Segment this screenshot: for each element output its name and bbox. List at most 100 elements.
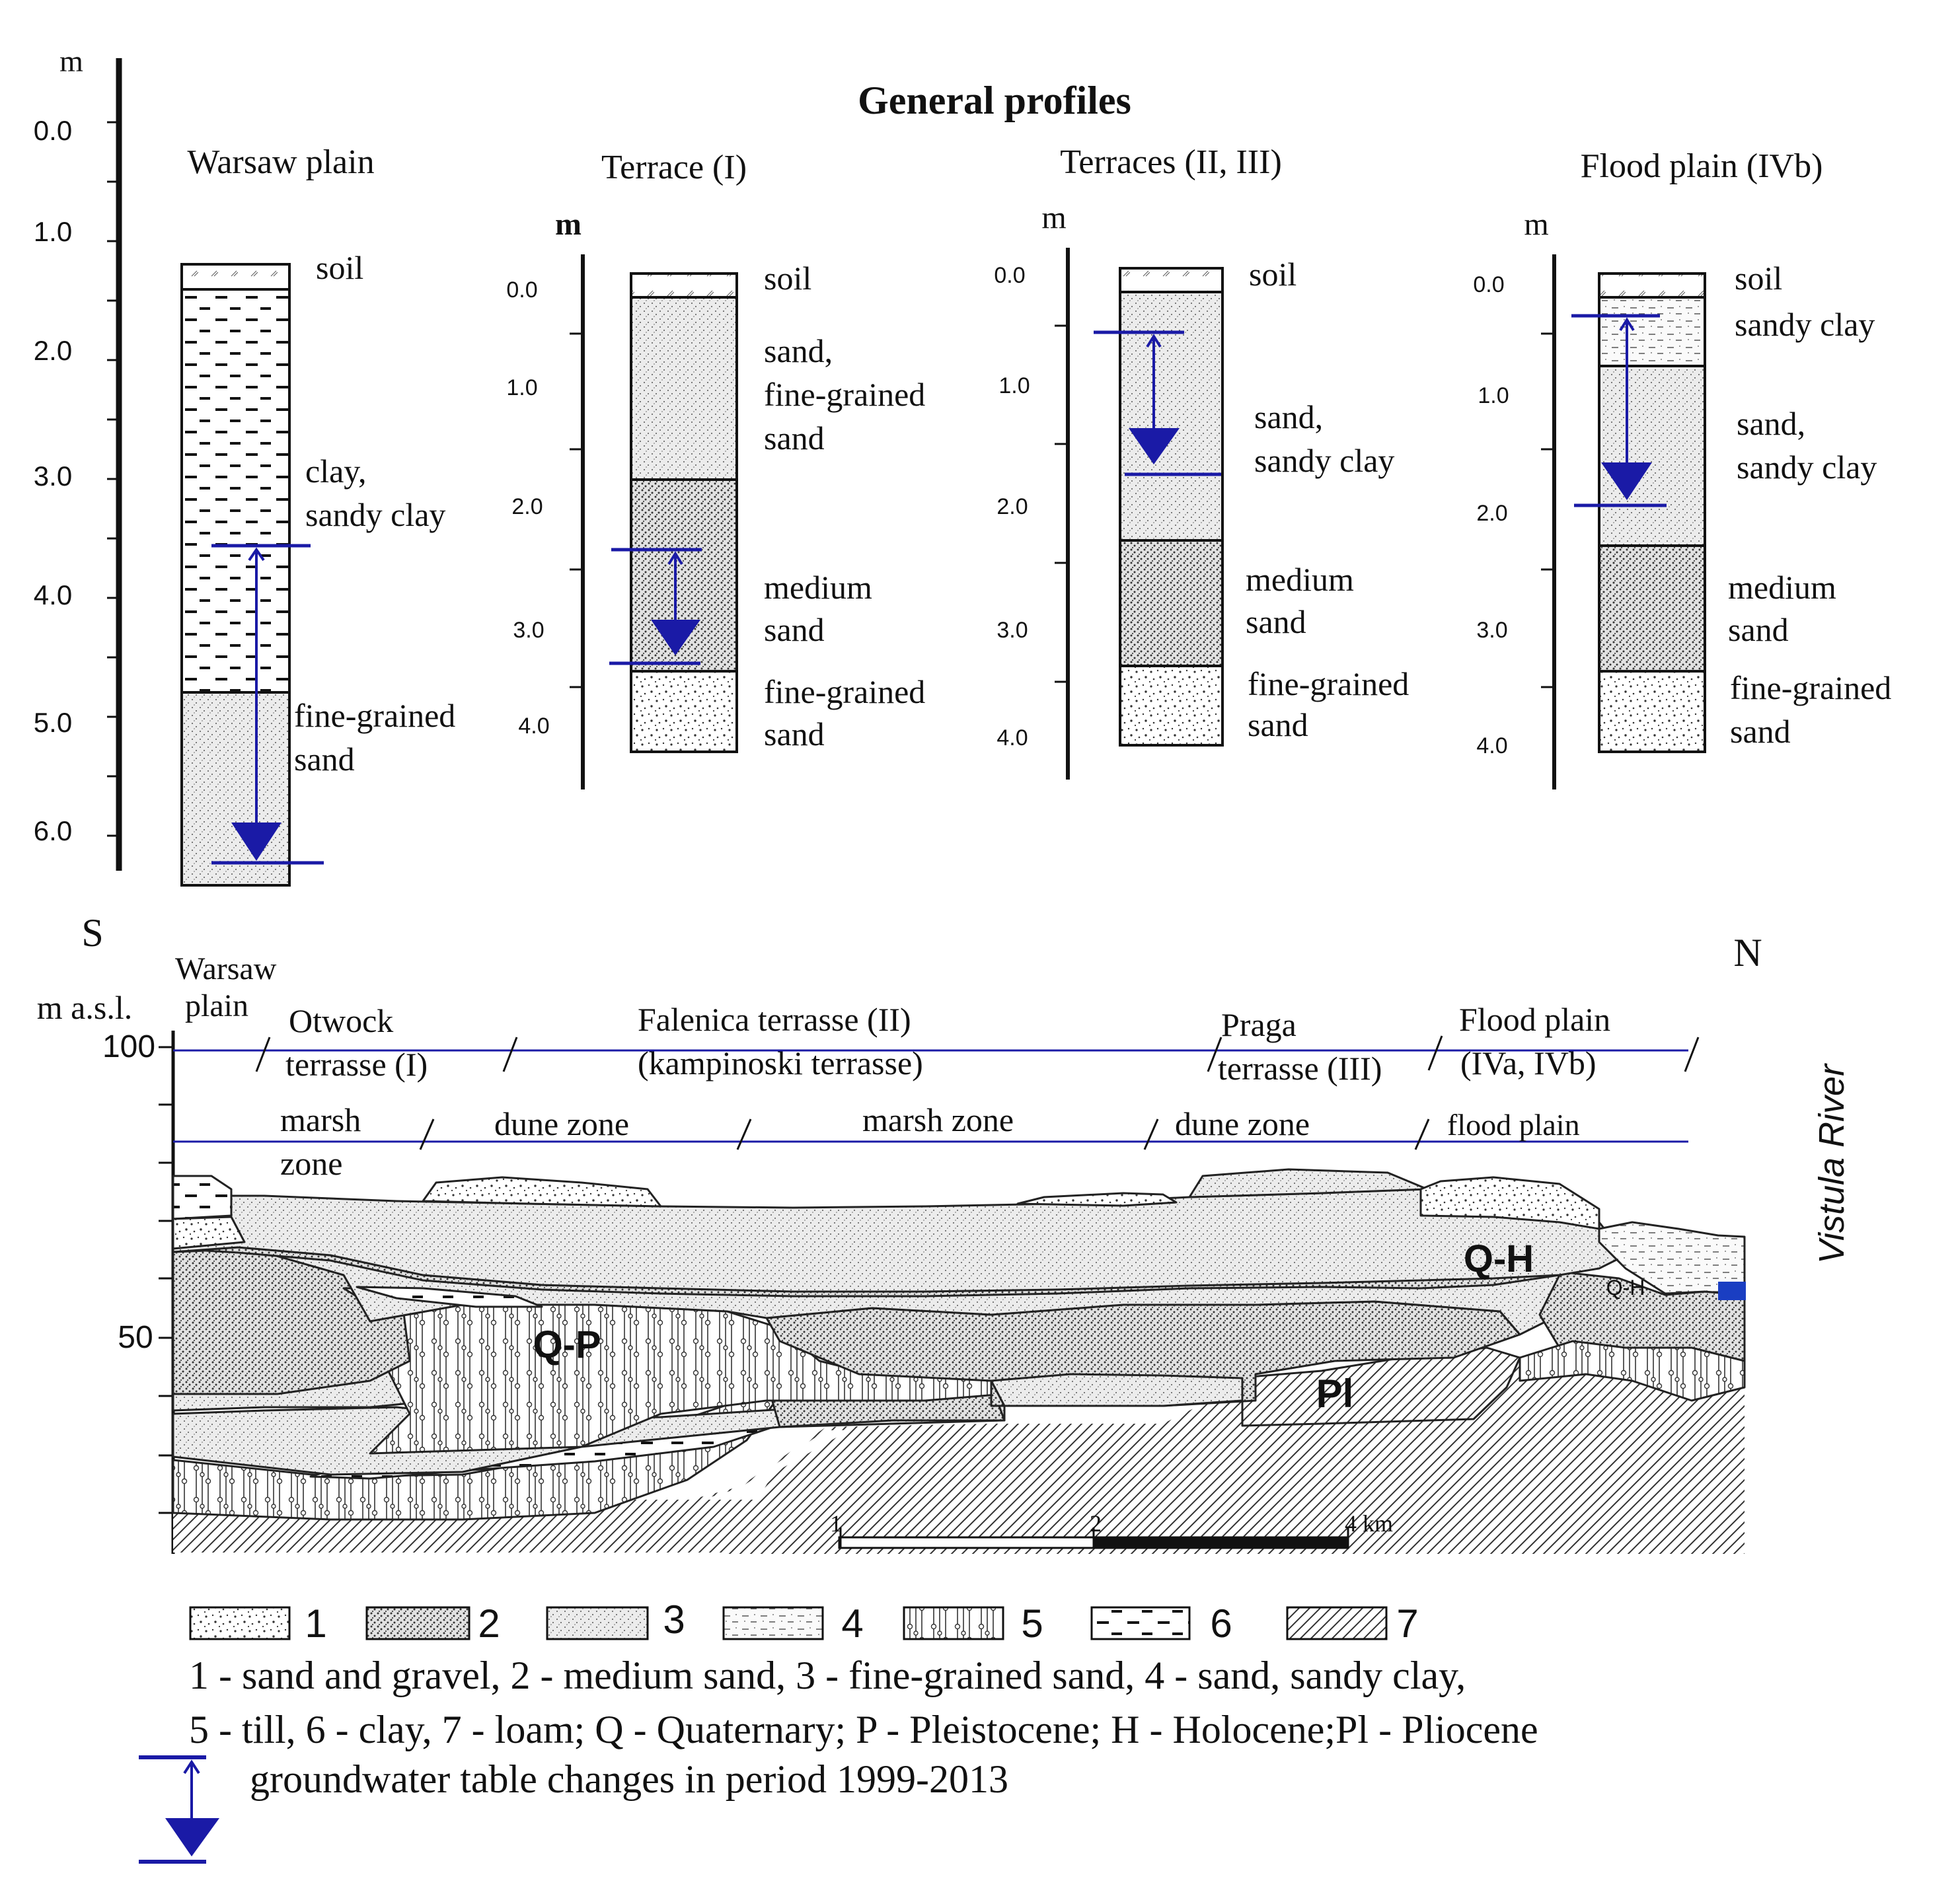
general-profiles-title: General profiles (858, 79, 1131, 122)
layer-label: soil (764, 260, 811, 297)
tick-label: 0.0 (506, 277, 537, 303)
tick-label: 4.0 (1476, 733, 1507, 758)
cross-section: S N m a.s.l. 100 50 War (37, 911, 1852, 1554)
layer-medium-sand (1119, 539, 1224, 667)
tick-label: 1.0 (998, 373, 1030, 398)
unit-label: Falenica terrasse (II) (638, 1001, 911, 1038)
profile-title: Warsaw plain (187, 143, 374, 181)
profile-title: Terrace (I) (601, 149, 747, 186)
layer-label: sandy clay (1254, 442, 1394, 479)
tick-label: 50 (118, 1320, 153, 1355)
tick-label: 0.0 (1473, 272, 1504, 297)
tick-label: 3.0 (513, 618, 544, 643)
unit-label: (kampinoski terrasse) (638, 1044, 923, 1081)
layer-label: soil (1735, 260, 1782, 297)
south-label: S (81, 911, 103, 955)
layer-fine-sand (630, 296, 738, 481)
legend-line: groundwater table changes in period 1999… (250, 1757, 1008, 1801)
river-label: Vistula River (1812, 1063, 1852, 1264)
formation-label: Q-P (533, 1323, 601, 1366)
legend-swatch (189, 1606, 291, 1640)
tick-label: 5.0 (34, 707, 72, 738)
layer-label: fine-grained (1248, 665, 1409, 702)
groundwater-change-marker (1094, 330, 1221, 476)
zone-label: dune zone (494, 1105, 629, 1142)
unit-label: terrasse (III) (1218, 1050, 1382, 1087)
layer-medium-sand (1598, 544, 1706, 673)
tick-label: 6.0 (34, 815, 72, 846)
layer-soil (1598, 272, 1706, 299)
legend-swatch (546, 1606, 649, 1640)
groundwater-change-marker (1571, 314, 1667, 507)
legend-number: 7 (1396, 1601, 1418, 1646)
layer-label: sandy clay (1737, 449, 1877, 486)
axis-unit: m (1524, 207, 1548, 242)
unit-label: Warsaw (175, 951, 277, 986)
unit-label: plain (185, 988, 248, 1023)
legend-swatch (365, 1606, 470, 1640)
layer-label: sand, (1737, 405, 1805, 442)
tick-label: 3.0 (996, 618, 1028, 643)
layer-label: sand (764, 420, 825, 457)
unit-label: (IVa, IVb) (1460, 1044, 1596, 1081)
legend-number: 4 (841, 1601, 863, 1646)
scale-label: 4 km (1345, 1510, 1393, 1537)
legend-number: 5 (1021, 1601, 1043, 1646)
scale-bar: 1 2 4 km (830, 1510, 1393, 1549)
scale-label: 1 (830, 1510, 842, 1537)
layer-label: soil (1249, 256, 1296, 293)
tick-label: 1.0 (1478, 383, 1509, 408)
tick-label: 2.0 (34, 335, 72, 366)
zone-label: marsh zone (862, 1101, 1014, 1138)
layer-label: soil (316, 249, 363, 286)
tick-label: 0.0 (994, 263, 1025, 288)
layer-sandy-clay (1598, 365, 1706, 547)
zone-label: zone (280, 1145, 342, 1182)
layer-soil (630, 272, 738, 299)
legend-number: 2 (478, 1601, 500, 1646)
layer-sandy-clay (1119, 291, 1224, 542)
tick-label: 0.0 (34, 115, 72, 146)
legend-number: 6 (1210, 1601, 1232, 1646)
layer-label: medium (1728, 569, 1836, 606)
layer-fine-sand (630, 670, 738, 753)
legend-number: 1 (305, 1601, 326, 1646)
layer-label: sand, (764, 332, 833, 369)
tick-label: 4.0 (996, 725, 1028, 751)
groundwater-legend-symbol (139, 1755, 219, 1864)
layer-soil (180, 263, 291, 291)
axis-unit: m (59, 44, 83, 78)
layer-label: sand (764, 611, 825, 648)
layer-label: sandy clay (305, 496, 445, 533)
axis-unit: m (1041, 200, 1066, 235)
tick-label: 1.0 (34, 216, 72, 247)
layer-label: clay, (305, 453, 367, 490)
layer-label: sand (294, 741, 355, 778)
profile-terrace-i: Terrace (I) m 0.0 1.0 2.0 3.0 4.0 soil s… (506, 149, 925, 789)
layer-label: sand (1728, 611, 1789, 648)
layer-label: sand (1248, 706, 1308, 743)
tick-label: 3.0 (1476, 618, 1507, 643)
layer-label: medium (1246, 561, 1354, 598)
profile-flood-plain-ivb: Flood plain (IVb) m 0.0 1.0 2.0 3.0 4.0 … (1473, 147, 1891, 789)
unit-label: Otwock (289, 1002, 393, 1039)
layer-label: sandy clay (1735, 306, 1875, 343)
legend-line: 1 - sand and gravel, 2 - medium sand, 3 … (189, 1654, 1466, 1697)
main-depth-axis: m 0.0 1.0 2.0 3.0 4.0 5.0 6.0 (34, 44, 122, 871)
legend-number: 3 (663, 1597, 685, 1642)
legend: 1 2 3 4 5 6 7 1 - sand and gravel, 2 - m… (139, 1597, 1538, 1864)
scale-label: 2 (1090, 1510, 1102, 1537)
groundwater-change-marker (211, 544, 324, 865)
tick-label: 4.0 (518, 714, 549, 739)
formation-label: Q-H (1464, 1237, 1534, 1280)
legend-line: 5 - till, 6 - clay, 7 - loam; Q - Quater… (189, 1708, 1538, 1751)
profile-warsaw-plain: Warsaw plain soil clay, sandy clay fine-… (180, 143, 455, 887)
formation-label: Q-H (1606, 1276, 1645, 1300)
layer-label: fine-grained (764, 673, 925, 710)
tick-label: 1.0 (506, 375, 537, 400)
layer-soil (1119, 267, 1224, 293)
axis-unit: m (555, 207, 582, 242)
formation-label: Pl (1316, 1372, 1354, 1416)
layer-label: fine-grained (294, 697, 455, 734)
